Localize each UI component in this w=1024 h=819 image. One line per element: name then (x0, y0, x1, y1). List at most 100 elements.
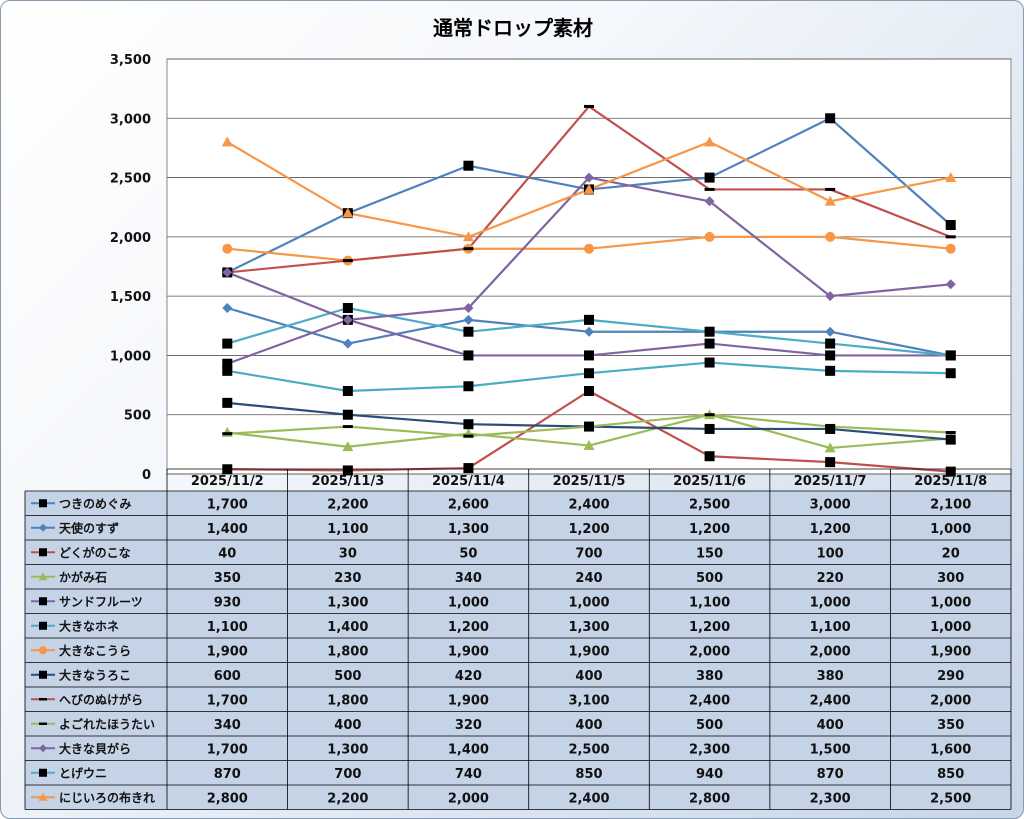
data-point (825, 326, 836, 337)
data-label: 700 (334, 767, 361, 782)
data-point (945, 368, 956, 379)
data-label: 30 (339, 546, 357, 561)
data-point (825, 425, 836, 429)
data-label: 1,200 (810, 522, 851, 537)
data-label: 1,700 (207, 693, 248, 708)
legend-marker (39, 768, 47, 777)
data-label: 1,000 (930, 522, 971, 537)
data-point (825, 231, 836, 242)
data-label: 1,300 (327, 742, 368, 757)
data-label: 2,600 (448, 497, 489, 512)
data-label: 230 (334, 571, 361, 586)
x-tick-label: 2025/11/6 (673, 474, 746, 489)
data-point (342, 386, 353, 396)
series-name: 大きなうろこ (59, 667, 131, 682)
series-name: にじいろの布きれ (59, 790, 155, 805)
data-point (463, 419, 474, 430)
data-label: 340 (455, 571, 482, 586)
data-label: 1,800 (327, 693, 368, 708)
data-label: 1,000 (568, 595, 609, 610)
series-name: サンドフルーツ (59, 595, 143, 609)
data-label: 700 (575, 546, 602, 561)
data-label: 400 (575, 669, 602, 684)
data-label: 1,000 (810, 595, 851, 610)
data-label: 1,900 (568, 644, 609, 659)
data-point (945, 434, 956, 445)
legend-marker (39, 698, 47, 701)
data-point (945, 243, 956, 254)
data-label: 2,400 (689, 693, 730, 708)
data-label: 1,900 (207, 644, 248, 659)
data-point (222, 243, 233, 254)
y-tick-label: 0 (142, 468, 151, 483)
series-name: よごれたほうたい (59, 716, 155, 731)
data-point (945, 220, 956, 230)
data-point (463, 160, 474, 171)
data-point (222, 303, 233, 313)
data-label: 400 (817, 718, 844, 733)
data-point (584, 350, 594, 361)
data-label: 300 (937, 571, 964, 586)
data-label: 3,000 (810, 497, 851, 512)
data-label: 1,700 (207, 497, 248, 512)
data-point (825, 423, 836, 434)
data-label: 1,300 (327, 595, 368, 610)
data-point (825, 113, 836, 124)
data-label: 2,800 (207, 791, 248, 806)
legend-marker (39, 722, 47, 725)
data-table: 2025/11/2 2025/11/3 2025/11/4 2025/11/5 2025… (24, 468, 1012, 810)
data-point (463, 434, 474, 438)
legend-marker (39, 499, 47, 508)
data-point (584, 386, 594, 396)
data-label: 940 (696, 767, 723, 782)
data-point (704, 172, 715, 183)
data-point (584, 104, 594, 108)
x-tick-label: 2025/11/3 (311, 474, 384, 489)
data-point (222, 365, 233, 376)
series-name: どくがのこな (59, 545, 131, 560)
data-label: 350 (937, 718, 964, 733)
series-name: 大きなこうら (59, 643, 131, 658)
data-label: 420 (455, 669, 482, 684)
data-label: 40 (218, 546, 236, 561)
data-label: 2,000 (810, 644, 851, 659)
data-point (704, 423, 715, 434)
data-label: 1,000 (930, 595, 971, 610)
data-point (824, 442, 836, 453)
plot-area (166, 58, 1012, 475)
data-label: 1,100 (207, 620, 248, 635)
data-point (704, 231, 715, 242)
data-point (342, 465, 353, 476)
data-label: 2,300 (810, 791, 851, 806)
data-label: 2,400 (568, 497, 609, 512)
data-label: 320 (455, 718, 482, 733)
chart-title: 通常ドロップ素材 (433, 16, 593, 40)
x-tick-label: 2025/11/8 (914, 474, 987, 489)
data-point (704, 187, 715, 191)
data-point (945, 235, 956, 239)
legend-marker (39, 744, 47, 753)
data-label: 2,500 (930, 791, 971, 806)
y-tick-label: 500 (124, 409, 151, 424)
data-point (342, 338, 353, 349)
data-label: 1,200 (689, 620, 730, 635)
x-tick-label: 2025/11/7 (794, 474, 867, 489)
data-label: 50 (459, 546, 477, 561)
data-label: 150 (696, 546, 723, 561)
data-label: 1,500 (810, 742, 851, 757)
data-point (584, 368, 594, 379)
data-label: 1,900 (448, 644, 489, 659)
data-point (462, 231, 474, 242)
series-name: かがみ石 (59, 569, 107, 584)
series-name: 天使のすず (59, 520, 119, 535)
data-label: 1,900 (448, 693, 489, 708)
data-point (222, 432, 233, 436)
data-label: 600 (214, 669, 241, 684)
series-name: とげウニ (59, 765, 107, 780)
data-point (463, 247, 474, 251)
data-point (704, 413, 715, 417)
data-label: 1,400 (327, 620, 368, 635)
data-label: 870 (817, 767, 844, 782)
data-label: 2,000 (689, 644, 730, 659)
